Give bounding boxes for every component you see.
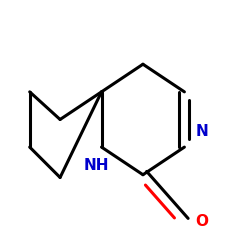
Text: N: N [196, 124, 208, 139]
Text: NH: NH [83, 158, 109, 173]
Text: O: O [196, 214, 208, 229]
